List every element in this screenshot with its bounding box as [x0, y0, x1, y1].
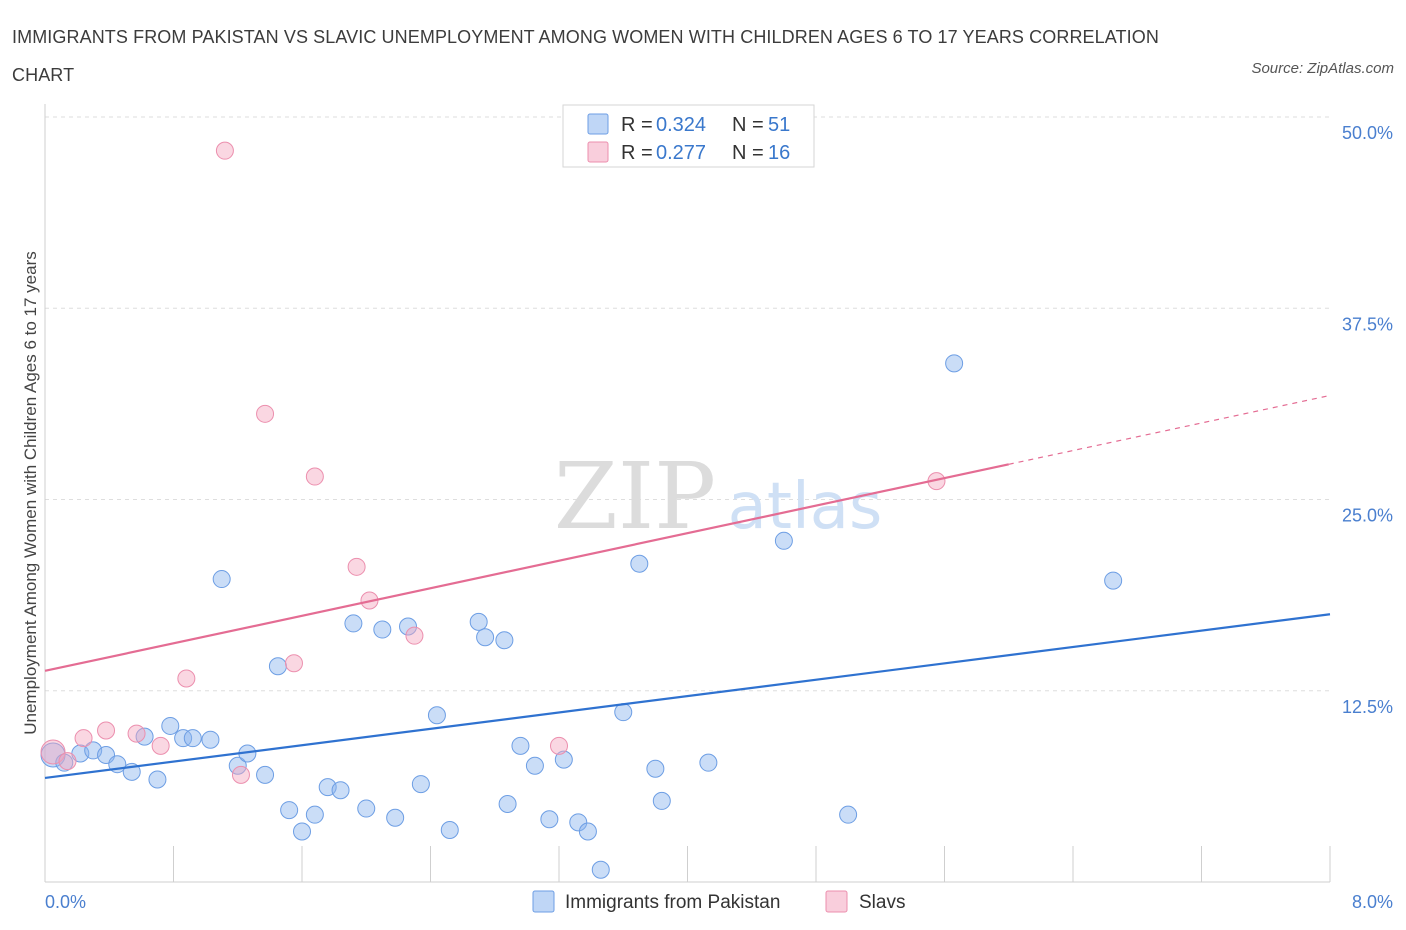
chart-source: Source: ZipAtlas.com [1251, 60, 1394, 77]
y-tick-label-1: 25.0% [1342, 506, 1393, 526]
bottom-legend-swatch-slavs [825, 890, 848, 913]
pakistan-point-11 [183, 729, 202, 748]
pakistan-point-18 [280, 801, 299, 820]
pakistan-point-43 [630, 554, 649, 573]
pakistan-point-41 [591, 860, 610, 879]
watermark: ZIP atlas [554, 443, 882, 550]
pakistan-point-49 [945, 354, 964, 373]
bottom-legend-swatch-pakistan [532, 890, 555, 913]
pakistan-point-1 [55, 753, 74, 772]
slavs-point-6 [177, 669, 196, 688]
pakistan-point-32 [476, 628, 495, 647]
slavs-point-15 [550, 736, 568, 755]
pakistan-point-24 [357, 799, 376, 818]
slavs-point-11 [305, 467, 324, 486]
legend-swatch-pakistan [587, 113, 609, 135]
slavs-point-7 [215, 141, 234, 160]
pakistan-point-30 [440, 820, 459, 839]
slavs-point-10 [284, 654, 303, 673]
slavs-point-14 [405, 626, 424, 645]
bottom-legend-label-pakistan: Immigrants from Pakistan [565, 892, 780, 913]
pakistan-point-42 [614, 703, 633, 722]
pakistan-point-27 [399, 617, 418, 636]
legend-r-label-slavs: R = [621, 142, 653, 164]
y-tick-label-0: 12.5% [1342, 697, 1393, 717]
pakistan-point-26 [386, 808, 405, 827]
pakistan-point-35 [511, 736, 530, 755]
axes [44, 104, 1331, 883]
legend-n-label-pakistan: N = [732, 114, 764, 136]
slavs-point-3 [97, 721, 116, 740]
pakistan-point-23 [344, 614, 363, 633]
slavs-point-8 [231, 765, 250, 784]
pakistan-point-31 [469, 612, 488, 631]
pakistan-point-29 [427, 706, 446, 725]
pakistan-point-20 [305, 805, 324, 824]
bottom-legend-label-slavs: Slavs [859, 892, 905, 913]
slavs-point-9 [256, 404, 275, 423]
legend-n-value-pakistan: 51 [768, 114, 790, 136]
pakistan-point-44 [646, 759, 665, 778]
legend-r-label-pakistan: R = [621, 114, 653, 136]
x-tick-labels: 0.0% 8.0% [45, 892, 1393, 912]
y-tick-label-3: 50.0% [1342, 123, 1393, 143]
legend-box: R = 0.324 N = 51 R = 0.277 N = 16 [562, 104, 815, 168]
pakistan-point-25 [373, 620, 392, 639]
slavs-point-0 [40, 739, 66, 765]
pakistan-point-47 [774, 531, 793, 550]
pakistan-point-22 [331, 781, 350, 800]
chart-title: IMMIGRANTS FROM PAKISTAN VS SLAVIC UNEMP… [12, 27, 1159, 85]
legend-n-label-slavs: N = [732, 142, 764, 164]
legend-r-value-pakistan: 0.324 [656, 114, 706, 136]
y-tick-label-2: 37.5% [1342, 314, 1393, 334]
pakistan-point-16 [256, 765, 275, 784]
pakistan-point-34 [498, 794, 517, 813]
pakistan-point-17 [268, 657, 287, 676]
pakistan-point-12 [201, 730, 220, 749]
pakistan-point-36 [525, 756, 544, 775]
slavs-trend-extension [1008, 394, 1331, 465]
pakistan-point-10 [174, 729, 193, 748]
pakistan-point-8 [148, 770, 167, 789]
slavs-point-1 [58, 752, 77, 771]
pakistan-point-38 [554, 750, 573, 769]
slavs-trend-line [44, 463, 1009, 672]
pakistan-point-40 [578, 822, 597, 841]
pakistan-point-19 [293, 822, 311, 841]
pakistan-point-33 [495, 631, 514, 650]
pakistan-point-13 [212, 570, 231, 589]
legend-swatch-slavs [587, 141, 609, 163]
data-points [40, 141, 1123, 879]
slavs-point-5 [151, 736, 170, 755]
pakistan-point-50 [1104, 571, 1123, 590]
x-tick-label-1: 8.0% [1352, 892, 1393, 912]
pakistan-point-28 [411, 775, 430, 794]
pakistan-point-37 [540, 810, 559, 829]
grid-lines [45, 116, 1330, 692]
pakistan-point-48 [839, 805, 858, 824]
watermark-zip: ZIP [554, 443, 716, 550]
y-tick-labels: 12.5% 25.0% 37.5% 50.0% [1342, 123, 1393, 717]
bottom-legend: Immigrants from Pakistan Slavs [532, 890, 905, 913]
pakistan-point-46 [699, 753, 718, 772]
legend-r-value-slavs: 0.277 [656, 142, 706, 164]
pakistan-point-45 [652, 791, 671, 810]
y-axis-label: Unemployment Among Women with Children A… [21, 251, 40, 735]
slavs-point-12 [347, 557, 366, 576]
legend-n-value-slavs: 16 [768, 142, 790, 164]
pakistan-trend-line [44, 613, 1331, 780]
pakistan-point-39 [569, 813, 588, 832]
slavs-point-2 [74, 729, 93, 748]
slavs-point-4 [127, 724, 146, 743]
x-tick-label-0: 0.0% [45, 892, 86, 912]
trend-lines [44, 394, 1331, 780]
pakistan-point-9 [161, 716, 180, 735]
